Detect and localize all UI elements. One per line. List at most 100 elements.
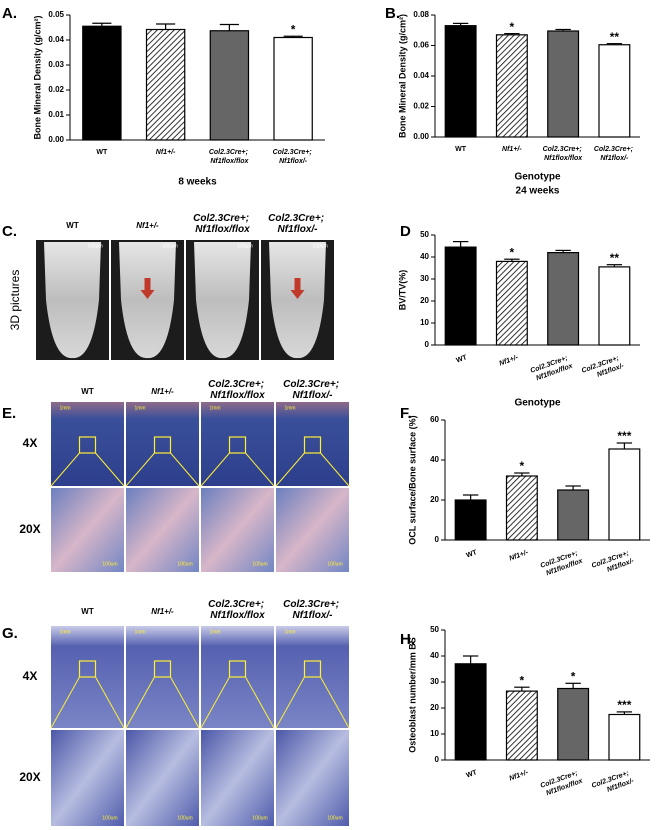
zoom-lines — [50, 452, 125, 487]
scale-label: 1mm — [209, 629, 220, 635]
x-tick-label: Nf1+/- — [508, 549, 529, 563]
x-tick-label: WT — [465, 769, 478, 780]
scale-label: 100um — [252, 815, 267, 821]
y-axis-label: Bone Mineral Density (g/cm²) — [397, 14, 407, 138]
x-tick-label: WT — [455, 354, 468, 365]
bar — [505, 475, 538, 541]
column-label: WT — [81, 387, 94, 396]
panel-label: H. — [400, 631, 415, 648]
bar — [82, 25, 122, 141]
y-tick-label: 30 — [430, 677, 439, 686]
y-axis-label: Bone Mineral Density (g/cm²) — [32, 15, 42, 139]
scale-label: 100um — [312, 243, 327, 249]
x-tick-label: WT — [465, 549, 478, 560]
column-label: WT — [66, 221, 79, 230]
scale-label: 100um — [87, 243, 102, 249]
micrograph — [126, 730, 199, 826]
y-tick-label: 0 — [435, 755, 440, 764]
significance: * — [510, 245, 515, 259]
zoom-lines — [200, 676, 275, 729]
zoom-box — [228, 660, 247, 678]
y-tick-label: 0.05 — [48, 10, 64, 19]
panel-label: D — [400, 223, 411, 240]
bone-render — [119, 242, 176, 359]
y-axis-label: OCL surface/Bone surface (%) — [407, 415, 417, 544]
row-label: 3D pictures — [8, 270, 22, 331]
y-tick-label: 40 — [430, 455, 439, 464]
x-tick-label: Nf1+/- — [498, 354, 519, 368]
bar — [495, 260, 528, 346]
x-axis-label: 8 weeks — [178, 177, 217, 188]
panel-label: B. — [385, 5, 400, 22]
row-label: 20X — [19, 522, 40, 536]
scale-label: 100um — [237, 243, 252, 249]
bar — [495, 34, 528, 138]
x-tick-label: Col2.3Cre+; Nf1flox/flox — [529, 354, 574, 383]
column-label: Col2.3Cre+; Nf1flox/- — [283, 599, 342, 621]
significance: * — [291, 22, 296, 36]
scale-label: 100um — [102, 815, 117, 821]
significance: ** — [610, 251, 620, 265]
panel-label: E. — [2, 405, 16, 422]
x-tick-label: Nf1+/- — [502, 146, 522, 153]
significance: * — [520, 673, 525, 687]
bone-render — [194, 242, 251, 359]
significance: * — [571, 669, 576, 683]
zoom-box — [78, 436, 97, 454]
bar — [145, 28, 186, 141]
zoom-lines — [125, 452, 200, 487]
x-tick-label: Col2.3Cre+; Nf1flox/- — [594, 146, 635, 162]
y-tick-label: 0.04 — [413, 71, 429, 80]
bar — [444, 246, 477, 346]
bar — [547, 30, 580, 138]
x-tick-label: WT — [96, 149, 108, 156]
x-tick-label: Nf1+/- — [156, 149, 176, 156]
scale-label: 100um — [252, 561, 267, 567]
micrograph — [276, 488, 349, 572]
y-tick-label: 0.08 — [413, 10, 429, 19]
bar — [547, 252, 580, 346]
y-axis-label: Osteoblast number/mm BS — [407, 637, 417, 753]
row-label: 4X — [23, 436, 38, 450]
scale-label: 1mm — [284, 405, 295, 411]
bar — [454, 499, 487, 541]
column-label: Col2.3Cre+; Nf1flox/flox — [208, 599, 267, 621]
bar — [608, 713, 641, 761]
column-label: Nf1+/- — [136, 221, 159, 230]
arrow — [290, 278, 305, 299]
bar — [598, 44, 631, 138]
row-label: 4X — [23, 669, 38, 683]
column-label: Col2.3Cre+; Nf1flox/- — [283, 379, 342, 401]
bar — [454, 663, 487, 761]
micrograph — [51, 488, 124, 572]
panel-label: C. — [2, 223, 17, 240]
x-tick-label: Col2.3Cre+; Nf1flox/- — [591, 549, 636, 578]
y-tick-label: 10 — [420, 318, 429, 327]
x-tick-label: Col2.3Cre+; Nf1flox/flox — [539, 769, 584, 798]
y-tick-label: 0 — [425, 340, 430, 349]
y-tick-label: 0.04 — [48, 35, 64, 44]
significance: ** — [610, 30, 620, 44]
zoom-lines — [125, 676, 200, 729]
micrograph — [126, 488, 199, 572]
micrograph — [201, 488, 274, 572]
y-tick-label: 30 — [420, 274, 429, 283]
bar — [444, 25, 477, 138]
scale-label: 100um — [102, 561, 117, 567]
column-label: Nf1+/- — [151, 607, 174, 616]
x-axis-label: Genotype — [514, 398, 561, 409]
arrow — [140, 278, 155, 299]
x-tick-label: WT — [455, 146, 467, 153]
y-tick-label: 40 — [420, 252, 429, 261]
y-tick-label: 0 — [435, 535, 440, 544]
zoom-lines — [50, 676, 125, 729]
scale-label: 1mm — [134, 629, 145, 635]
panel-label: G. — [2, 625, 18, 642]
panel-label: F. — [400, 405, 412, 422]
micrograph — [276, 730, 349, 826]
scale-label: 100um — [177, 561, 192, 567]
y-tick-label: 20 — [430, 495, 439, 504]
column-label: Col2.3Cre+; Nf1flox/flox — [208, 379, 267, 401]
x-tick-label: Col2.3Cre+; Nf1flox/- — [273, 149, 314, 165]
